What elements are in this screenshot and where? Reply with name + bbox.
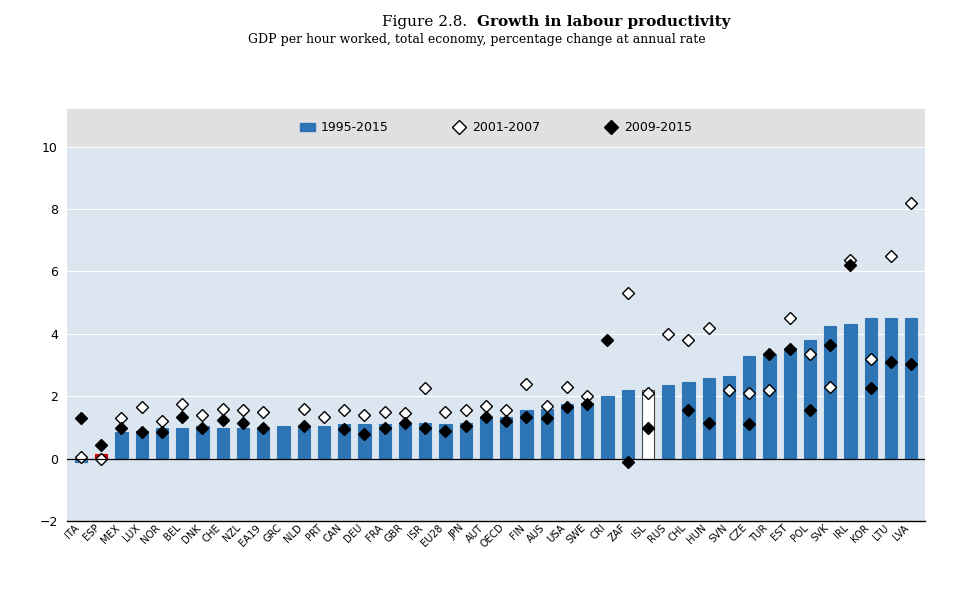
Bar [904, 318, 917, 459]
Bar [398, 424, 411, 459]
Bar [439, 424, 451, 459]
Bar [499, 416, 512, 459]
Bar [479, 418, 492, 459]
Bar [115, 432, 128, 459]
Bar [762, 354, 775, 459]
Bar [580, 402, 593, 459]
Bar [823, 326, 836, 459]
Bar [358, 424, 370, 459]
Bar [540, 409, 552, 459]
Bar [337, 424, 350, 459]
Bar [317, 426, 330, 459]
Bar [661, 385, 674, 459]
Bar [297, 426, 310, 459]
Bar [176, 427, 188, 459]
Bar [459, 423, 472, 459]
Text: GDP per hour worked, total economy, percentage change at annual rate: GDP per hour worked, total economy, perc… [248, 33, 705, 46]
Bar [155, 427, 168, 459]
Bar [135, 431, 148, 459]
Bar [277, 426, 289, 459]
Text: Growth in labour productivity: Growth in labour productivity [476, 15, 730, 29]
Bar [378, 424, 391, 459]
Bar [560, 404, 573, 459]
Bar [196, 426, 209, 459]
Bar [702, 378, 714, 459]
Legend: 1995-2015, 2001-2007, 2009-2015: 1995-2015, 2001-2007, 2009-2015 [294, 116, 697, 139]
Bar [681, 382, 694, 459]
Bar [236, 427, 249, 459]
Bar [843, 324, 856, 459]
Bar [742, 356, 755, 459]
Bar [803, 340, 815, 459]
Bar [216, 427, 229, 459]
Bar [621, 390, 633, 459]
Bar [257, 427, 269, 459]
Text: Figure 2.8.: Figure 2.8. [382, 15, 476, 29]
Bar [95, 454, 107, 459]
Bar [641, 390, 654, 459]
Bar [74, 459, 87, 462]
Bar [600, 396, 613, 459]
Bar [863, 318, 876, 459]
Bar [722, 376, 734, 459]
Bar [418, 423, 431, 459]
Bar [519, 410, 532, 459]
Bar [782, 348, 795, 459]
Bar [884, 318, 896, 459]
